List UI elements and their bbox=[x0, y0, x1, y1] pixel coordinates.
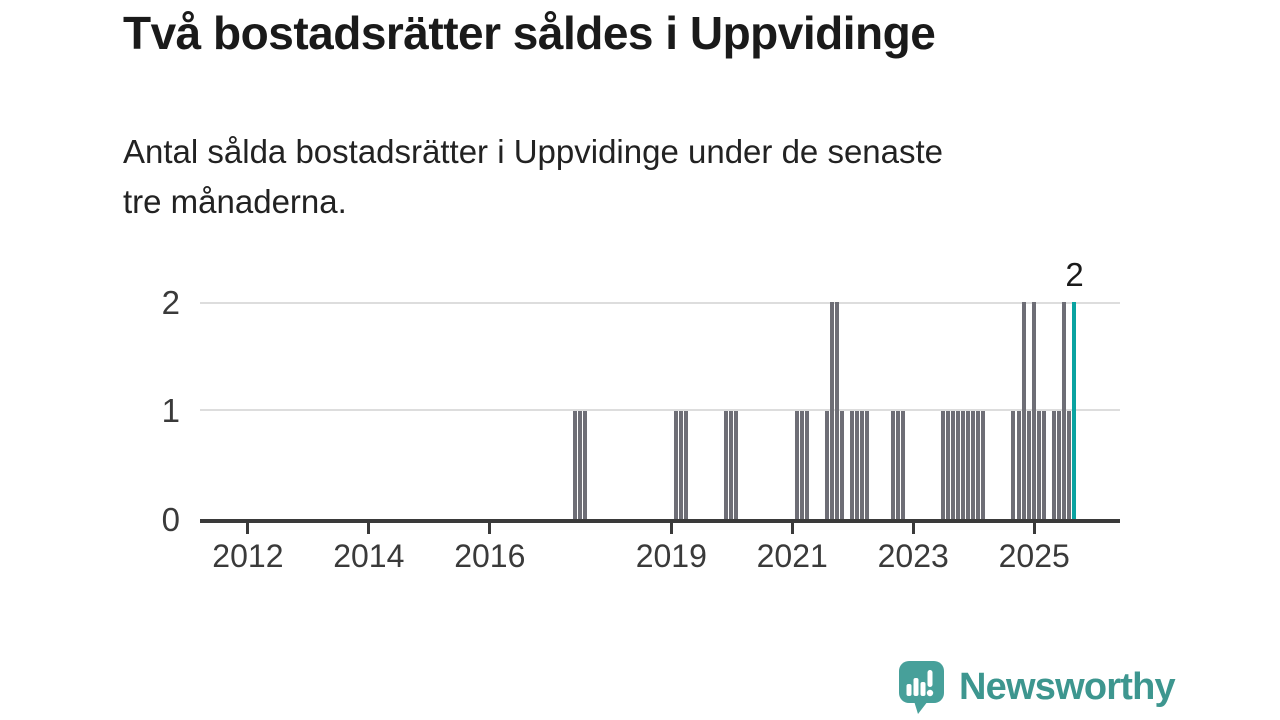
x-axis-tick bbox=[911, 523, 915, 534]
x-axis-tick-label: 2021 bbox=[756, 538, 828, 574]
bar-month bbox=[1041, 410, 1046, 519]
bar-month bbox=[673, 410, 678, 519]
bar-month bbox=[678, 410, 683, 519]
bar-month bbox=[1026, 410, 1031, 519]
bar-month bbox=[1031, 302, 1036, 519]
x-axis-tick bbox=[367, 523, 371, 534]
bar-month bbox=[824, 410, 829, 519]
x-axis-tick-label: 2025 bbox=[998, 538, 1070, 574]
bar-month bbox=[966, 410, 971, 519]
bar-month bbox=[940, 410, 945, 519]
bar-month bbox=[729, 410, 734, 519]
chart-subtitle: Antal sålda bostadsrätter i Uppvidinge u… bbox=[123, 127, 943, 227]
newsworthy-speech-bubble-bar-chart-icon bbox=[897, 659, 946, 715]
bar-month bbox=[835, 302, 840, 519]
bar-month bbox=[1036, 410, 1041, 519]
bar-month bbox=[950, 410, 955, 519]
bar-month bbox=[683, 410, 688, 519]
bar-month bbox=[1051, 410, 1056, 519]
bar-month bbox=[865, 410, 870, 519]
chart-subtitle-line-1: Antal sålda bostadsrätter i Uppvidinge u… bbox=[123, 133, 944, 170]
x-axis-tick bbox=[488, 523, 492, 534]
bar-month bbox=[799, 410, 804, 519]
bar-month bbox=[583, 410, 588, 519]
latest-value-label: 2 bbox=[1065, 256, 1084, 293]
bar-month bbox=[830, 302, 835, 519]
bar-month bbox=[900, 410, 905, 519]
bar-month bbox=[794, 410, 799, 519]
plot-area: 2012 2014 2016 2019 2021 2023 2025 2 bbox=[200, 256, 1120, 574]
x-axis-tick bbox=[1032, 523, 1036, 534]
bar-month bbox=[1061, 302, 1066, 519]
x-axis-tick-label: 2012 bbox=[212, 538, 284, 574]
x-axis-tick-label: 2023 bbox=[877, 538, 949, 574]
x-axis-line bbox=[200, 519, 1120, 523]
newsworthy-logo-text: Newsworthy bbox=[959, 665, 1176, 708]
chart-title: Två bostadsrätter såldes i Uppvidinge bbox=[123, 7, 936, 59]
gridline-value-2 bbox=[200, 302, 1120, 304]
x-axis-tick-label: 2014 bbox=[333, 538, 405, 574]
y-axis-tick-label-1: 1 bbox=[161, 392, 180, 429]
bar-month bbox=[572, 410, 577, 519]
bar-month bbox=[1056, 410, 1061, 519]
bar-month bbox=[1066, 410, 1071, 519]
bar-month bbox=[890, 410, 895, 519]
bar-month bbox=[1016, 410, 1021, 519]
y-axis-tick-label-2: 2 bbox=[161, 284, 180, 321]
bar-month bbox=[956, 410, 961, 519]
bar-month bbox=[961, 410, 966, 519]
x-axis-tick bbox=[669, 523, 673, 534]
x-axis-tick bbox=[246, 523, 250, 534]
bar-month bbox=[981, 410, 986, 519]
newsworthy-logo: Newsworthy bbox=[897, 659, 1176, 715]
bar-month bbox=[724, 410, 729, 519]
bar-month bbox=[895, 410, 900, 519]
bar-month bbox=[945, 410, 950, 519]
bar-month bbox=[850, 410, 855, 519]
bar-month bbox=[804, 410, 809, 519]
bar-latest-month-highlight bbox=[1071, 302, 1076, 519]
gridline-value-1 bbox=[200, 409, 1120, 411]
bar-month bbox=[734, 410, 739, 519]
bar-month bbox=[840, 410, 845, 519]
y-axis-tick-label-0: 0 bbox=[161, 501, 180, 538]
x-axis-tick bbox=[790, 523, 794, 534]
x-axis-tick-label: 2016 bbox=[454, 538, 526, 574]
bar-month bbox=[976, 410, 981, 519]
bar-month bbox=[860, 410, 865, 519]
bar-month bbox=[855, 410, 860, 519]
bar-month bbox=[971, 410, 976, 519]
bar-month bbox=[1011, 410, 1016, 519]
bar-month bbox=[578, 410, 583, 519]
bar-month bbox=[1021, 302, 1026, 519]
chart-subtitle-line-2: tre månaderna. bbox=[123, 183, 347, 220]
x-axis-tick-label: 2019 bbox=[635, 538, 707, 574]
